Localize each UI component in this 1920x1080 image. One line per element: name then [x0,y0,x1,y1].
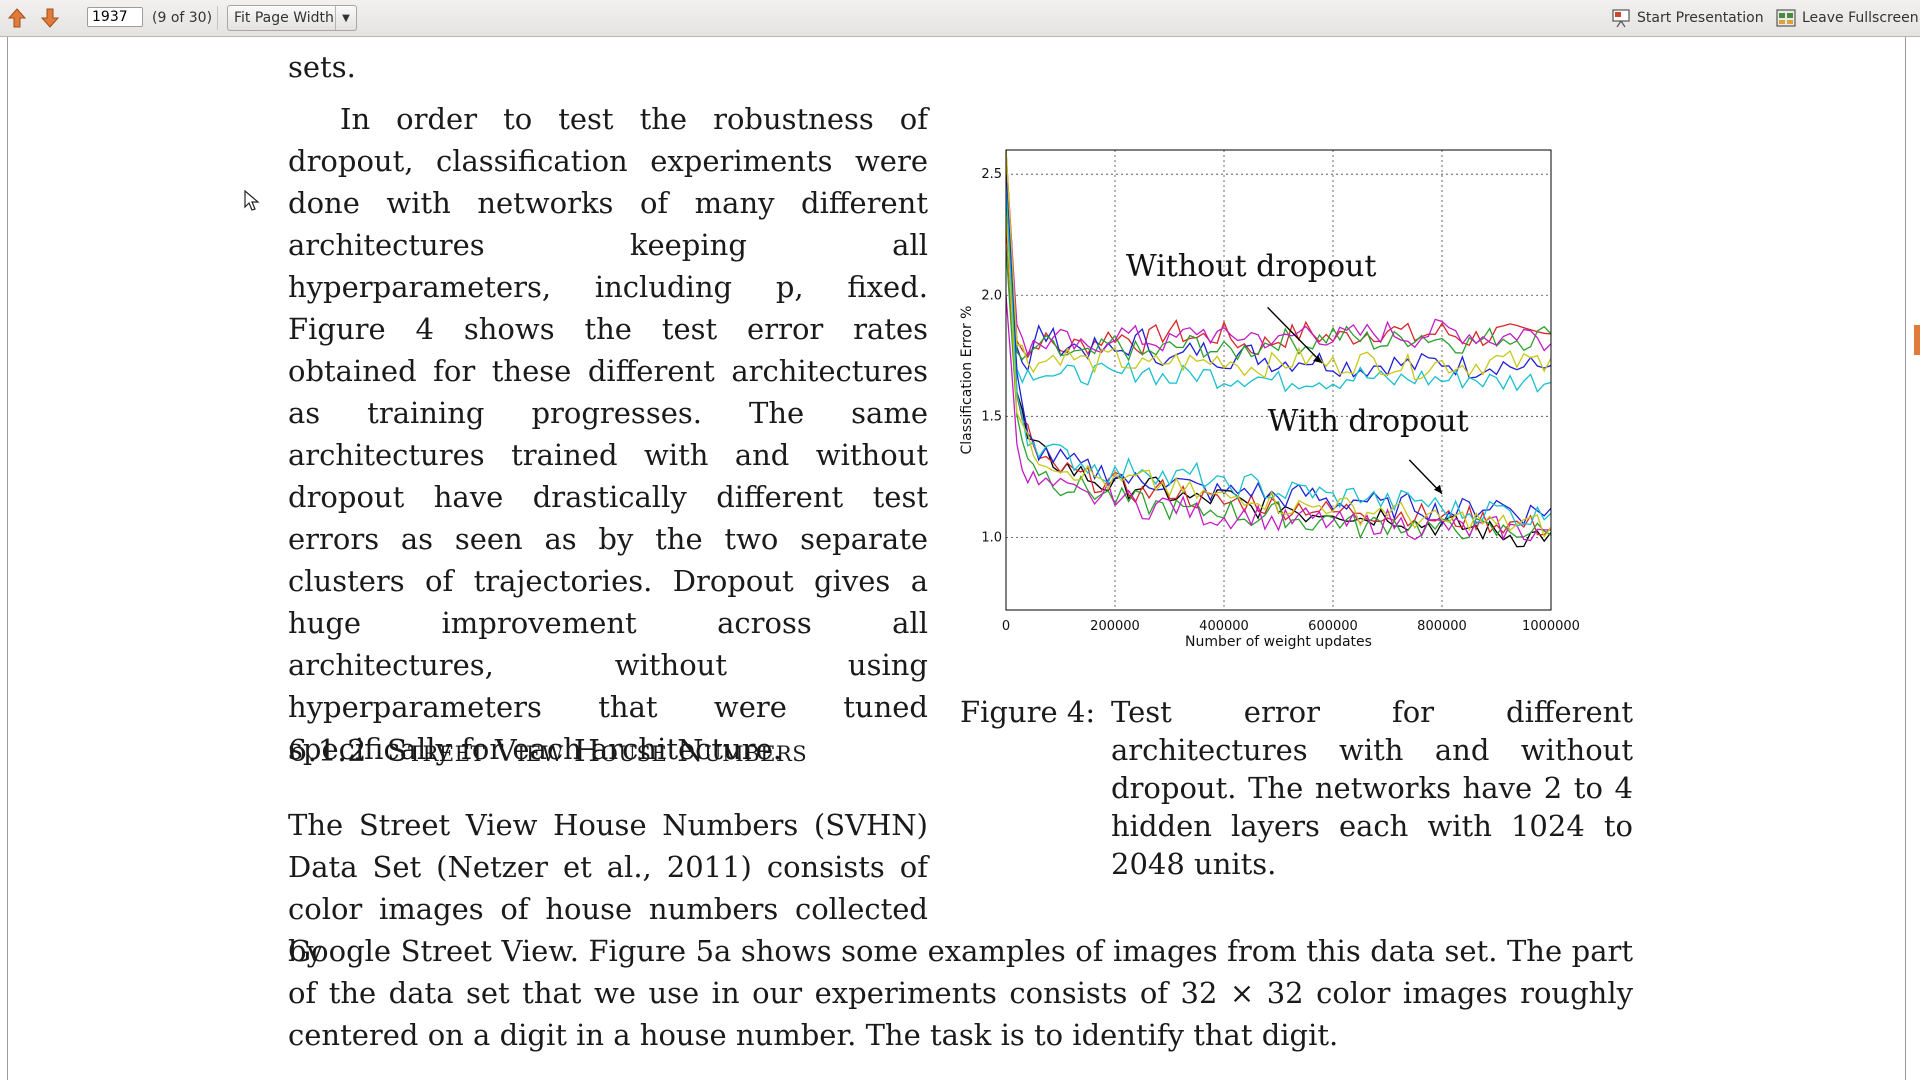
arrow-down-icon [40,8,60,28]
document-viewport[interactable] [0,37,1920,1080]
scroll-position-marker[interactable] [1914,325,1920,355]
x-axis-label: Number of weight updates [1185,634,1372,650]
series-line-with-dropout [1006,186,1551,527]
section-heading: 6.1.2 Street View House Numbers [288,734,807,769]
y-tick-label: 1.0 [981,530,1002,545]
series-line-without-dropout [1006,222,1551,393]
figure-4-chart: 0 200000 400000 600000 800000 1000000 1.0 1.5 2.… [959,149,1580,650]
section-title: Street View House Numbers [386,734,808,769]
plot-frame [1005,149,1552,611]
paragraph-robustness: In order to test the robustness of dropo… [288,102,928,766]
annotation-arrowhead-without [1313,355,1323,364]
mouse-pointer-icon [244,190,260,211]
figure-4: 0 200000 400000 600000 800000 1000000 1.0 1.5 2.… [955,140,1635,660]
page-edge-right [1905,37,1906,1080]
x-tick-label: 1000000 [1522,619,1580,634]
annotation-arrowhead-with [1434,484,1442,494]
y-tick-label: 2.0 [981,288,1002,303]
start-presentation-button[interactable]: Start Presentation [1611,6,1764,30]
x-tick-label: 0 [1002,619,1010,634]
previous-page-button[interactable] [3,5,31,31]
series-line-with-dropout [1006,210,1551,538]
annotation-arrow-without [1267,306,1323,364]
leave-fullscreen-button[interactable]: Leave Fullscreen [1776,6,1919,30]
figure-caption-text: Test error for different architectures w… [1111,695,1633,881]
x-tick-label: 600000 [1308,619,1358,634]
presentation-icon [1612,9,1630,28]
leave-fullscreen-label: Leave Fullscreen [1802,10,1919,26]
line-sets: sets. [288,50,356,84]
paragraph-svhn-left: The Street View House Numbers (SVHN) Dat… [288,808,928,968]
fullscreen-icon [1776,9,1796,27]
y-tick-label: 1.5 [981,409,1002,424]
series-line-with-dropout [1006,295,1551,542]
zoom-label: Fit Page Width [234,10,334,26]
x-tick-label: 200000 [1090,619,1140,634]
section-number: 6.1.2 [288,734,367,769]
paragraph-svhn-full: Google Street View. Figure 5a shows some… [288,934,1633,1052]
figure-caption-label: Figure 4: [960,695,1096,729]
page-number-input[interactable] [87,7,143,27]
series-line-without-dropout [1006,162,1551,357]
annotation-without-dropout: Without dropout [1126,249,1377,284]
toolbar: (9 of 30) Fit Page Width ▼ Start Present… [0,0,1920,37]
y-axis-label: Classification Error % [959,306,975,455]
chevron-down-icon: ▼ [335,6,356,30]
series-line-without-dropout [1006,150,1551,381]
arrow-up-icon [7,8,27,28]
page-edge-left [7,37,8,1080]
start-presentation-label: Start Presentation [1637,10,1764,26]
zoom-select[interactable]: Fit Page Width ▼ [227,5,357,31]
series-line-without-dropout [1006,198,1551,362]
page-count: (9 of 30) [152,10,213,26]
toolbar-separator [217,6,218,30]
series-line-with-dropout [1006,246,1551,540]
y-tick-label: 2.5 [981,167,1002,182]
x-tick-label: 800000 [1417,619,1467,634]
annotation-with-dropout: With dropout [1268,404,1469,439]
x-tick-label: 400000 [1199,619,1249,634]
next-page-button[interactable] [36,5,64,31]
